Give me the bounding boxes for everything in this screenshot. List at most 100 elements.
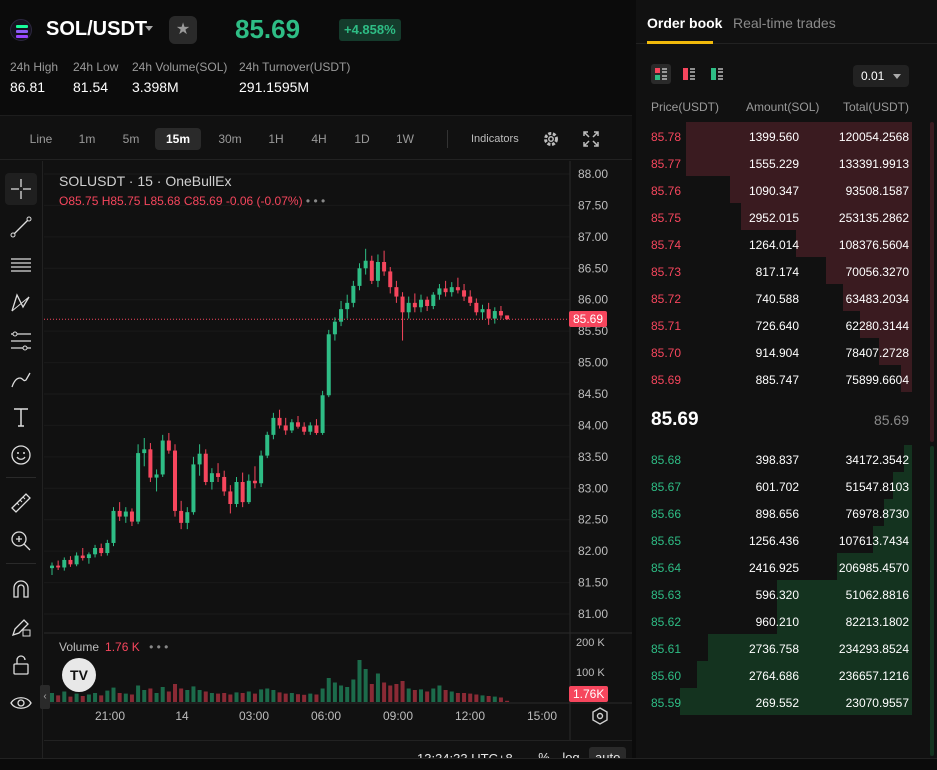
bid-row[interactable]: 85.61 2736.758 234293.8524 — [636, 634, 937, 661]
percent-toggle[interactable]: % — [536, 747, 552, 769]
volume-bar — [332, 682, 337, 702]
stat-24h-volume: 24h Volume(SOL) 3.398M — [132, 60, 227, 95]
ask-row[interactable]: 85.72 740.588 63483.2034 — [636, 284, 937, 311]
precision-select[interactable]: 0.01 — [853, 65, 909, 87]
lock-drawings-tool[interactable] — [5, 611, 37, 643]
volume-bar — [148, 688, 153, 702]
tf-15m[interactable]: 15m — [155, 128, 201, 150]
chart-settings-icon[interactable] — [590, 706, 610, 726]
ask-depth-bar — [860, 311, 912, 338]
candle-body — [166, 440, 171, 451]
pattern-tool[interactable] — [5, 287, 37, 319]
favorite-star-button[interactable]: ★ — [169, 16, 197, 44]
indicators-button[interactable]: Indicators — [471, 133, 519, 145]
candle-body — [160, 440, 165, 475]
bid-price: 85.68 — [651, 453, 682, 467]
horizontal-lines-icon — [11, 258, 31, 272]
ask-row[interactable]: 85.75 2952.015 253135.2862 — [636, 203, 937, 230]
tf-30m[interactable]: 30m — [218, 132, 242, 146]
volume-bar — [56, 695, 61, 702]
candle — [246, 474, 251, 504]
view-asks-button[interactable] — [679, 64, 699, 84]
lock-tool[interactable] — [5, 649, 37, 681]
candle-body — [228, 491, 233, 504]
ask-row[interactable]: 85.76 1090.347 93508.1587 — [636, 176, 937, 203]
ask-row[interactable]: 85.78 1399.560 120054.2568 — [636, 122, 937, 149]
view-bids-button[interactable] — [707, 64, 727, 84]
tf-1m[interactable]: 1m — [78, 132, 96, 146]
view-both-button[interactable] — [651, 64, 671, 84]
symbol-legend: SOLUSDT · 15 · OneBullEx — [59, 173, 232, 189]
collapse-toolbar-button[interactable]: ‹ — [40, 685, 50, 709]
volume-bar — [234, 692, 239, 702]
bid-row[interactable]: 85.67 601.702 51547.8103 — [636, 472, 937, 499]
ask-row[interactable]: 85.74 1264.014 108376.5604 — [636, 230, 937, 257]
magnet-tool[interactable] — [5, 573, 37, 605]
volume-bar — [308, 693, 313, 702]
candle — [173, 444, 177, 517]
visibility-tool[interactable] — [5, 687, 37, 719]
volume-bar — [62, 691, 67, 702]
fullscreen-icon[interactable] — [582, 130, 600, 148]
stat-value: 291.1595M — [239, 79, 310, 95]
drawing-toolbar — [0, 161, 43, 770]
tf-1h[interactable]: 1H — [268, 132, 284, 146]
time-axis[interactable]: 21:00 14 03:00 06:00 09:00 12:00 15:00 — [95, 709, 557, 723]
order-book-scrollbar[interactable] — [929, 44, 935, 759]
emoji-tool[interactable] — [5, 439, 37, 471]
bid-row[interactable]: 85.64 2416.925 206985.4570 — [636, 553, 937, 580]
zoom-in-tool[interactable] — [5, 525, 37, 557]
ask-row[interactable]: 85.73 817.174 70056.3270 — [636, 257, 937, 284]
price-axis[interactable]: 88.00 87.50 87.00 86.50 86.00 85.50 85.00 84.50… — [578, 167, 608, 621]
tab-order-book[interactable]: Order book — [647, 15, 723, 31]
tf-4h[interactable]: 4H — [311, 132, 327, 146]
brush-tool[interactable] — [5, 363, 37, 395]
gear-icon[interactable] — [542, 130, 560, 148]
candle — [129, 508, 134, 526]
candle — [394, 280, 399, 303]
fib-tool[interactable] — [5, 325, 37, 357]
horizontal-lines-tool[interactable] — [5, 249, 37, 281]
bid-row[interactable]: 85.62 960.210 82213.1802 — [636, 607, 937, 634]
crosshair-tool[interactable] — [5, 173, 37, 205]
bid-row[interactable]: 85.68 398.837 34172.3542 — [636, 445, 937, 472]
ask-row[interactable]: 85.69 885.747 75899.6604 — [636, 365, 937, 392]
bid-row[interactable]: 85.63 596.320 51062.8816 — [636, 580, 937, 607]
tf-5m[interactable]: 5m — [122, 132, 140, 146]
tab-real-time-trades[interactable]: Real-time trades — [733, 15, 836, 31]
mid-reference-price: 85.69 — [873, 412, 909, 428]
last-price: 85.69 — [235, 14, 301, 44]
candle-body — [99, 548, 104, 554]
active-tab-underline — [647, 41, 713, 44]
tf-1d[interactable]: 1D — [354, 132, 370, 146]
volume-bar — [240, 693, 245, 702]
volume-bar — [123, 693, 128, 702]
tf-1w[interactable]: 1W — [396, 132, 414, 146]
ask-row[interactable]: 85.70 914.904 78407.2728 — [636, 338, 937, 365]
lock-pencil-icon — [11, 619, 31, 637]
candle — [80, 548, 85, 561]
ask-row[interactable]: 85.71 726.640 62280.3144 — [636, 311, 937, 338]
ruler-tool[interactable] — [5, 487, 37, 519]
tf-line[interactable]: Line — [29, 132, 53, 146]
more-dots-icon[interactable]: • • • — [305, 194, 326, 208]
ask-row[interactable]: 85.77 1555.229 133391.9913 — [636, 149, 937, 176]
stat-label: 24h Low — [73, 60, 119, 74]
text-tool[interactable] — [5, 401, 37, 433]
more-dots-icon[interactable]: • • • — [149, 640, 169, 654]
ask-depth-bar — [730, 176, 912, 203]
volume-tag: 1.76K — [569, 686, 609, 702]
bid-row[interactable]: 85.66 898.656 76978.8730 — [636, 499, 937, 526]
bid-row[interactable]: 85.60 2764.686 236657.1216 — [636, 661, 937, 688]
chevron-down-icon[interactable] — [145, 26, 153, 31]
candle-body — [357, 268, 362, 286]
trend-line-tool[interactable] — [5, 211, 37, 243]
candlestick-chart[interactable]: 88.00 87.50 87.00 86.50 86.00 85.50 85.00 84.50… — [44, 161, 632, 741]
tradingview-logo[interactable]: TV — [62, 658, 96, 692]
solana-logo-icon — [10, 19, 32, 41]
pair-selector[interactable]: SOL/USDT — [46, 18, 148, 40]
time-tick-label: 21:00 — [95, 709, 125, 723]
bid-row[interactable]: 85.59 269.552 23070.9557 — [636, 688, 937, 715]
bid-row[interactable]: 85.65 1256.436 107613.7434 — [636, 526, 937, 553]
volume-bar — [259, 689, 264, 702]
